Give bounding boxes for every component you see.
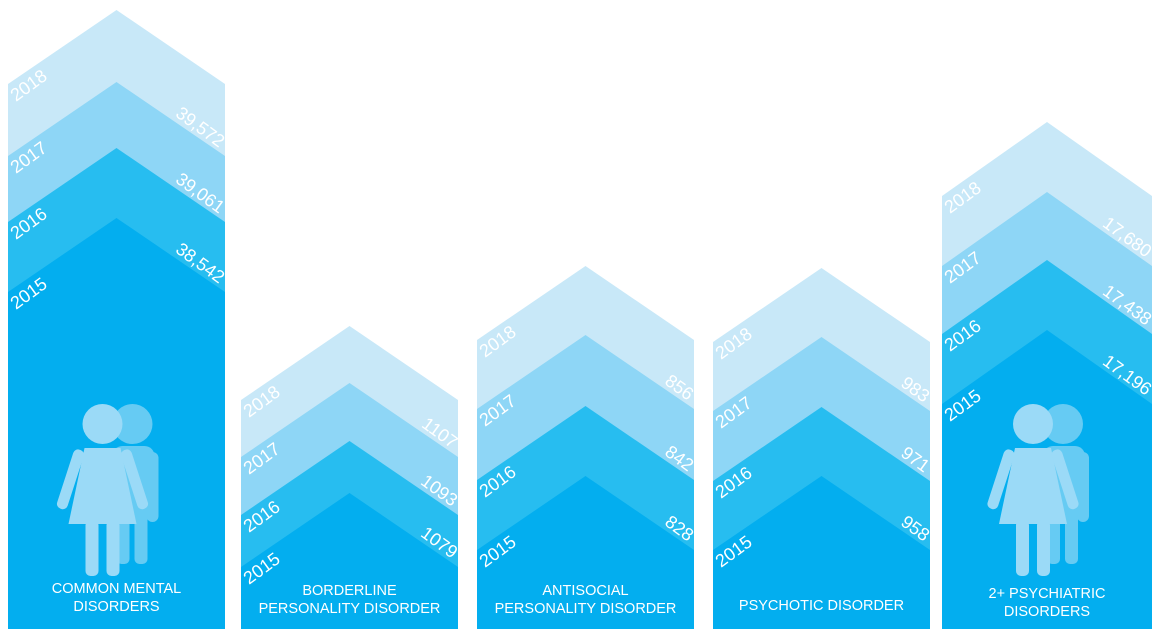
category-label-line: ANTISOCIAL [477,582,694,600]
category-label-line: PERSONALITY DISORDER [241,600,458,618]
category-label: 2+ PSYCHIATRIC DISORDERS [942,585,1152,621]
category-label: COMMON MENTAL DISORDERS [8,580,225,616]
category-label-line: PSYCHOTIC DISORDER [713,597,930,615]
category-label-line: DISORDERS [8,598,225,616]
category-label-line: BORDERLINE [241,582,458,600]
category-label-line: DISORDERS [942,603,1152,621]
category-label-line: COMMON MENTAL [8,580,225,598]
category-label-line: PERSONALITY DISORDER [477,600,694,618]
category-label-line: 2+ PSYCHIATRIC [942,585,1152,603]
category-label: ANTISOCIAL PERSONALITY DISORDER [477,582,694,618]
category-label: PSYCHOTIC DISORDER [713,597,930,615]
category-label: BORDERLINE PERSONALITY DISORDER [241,582,458,618]
